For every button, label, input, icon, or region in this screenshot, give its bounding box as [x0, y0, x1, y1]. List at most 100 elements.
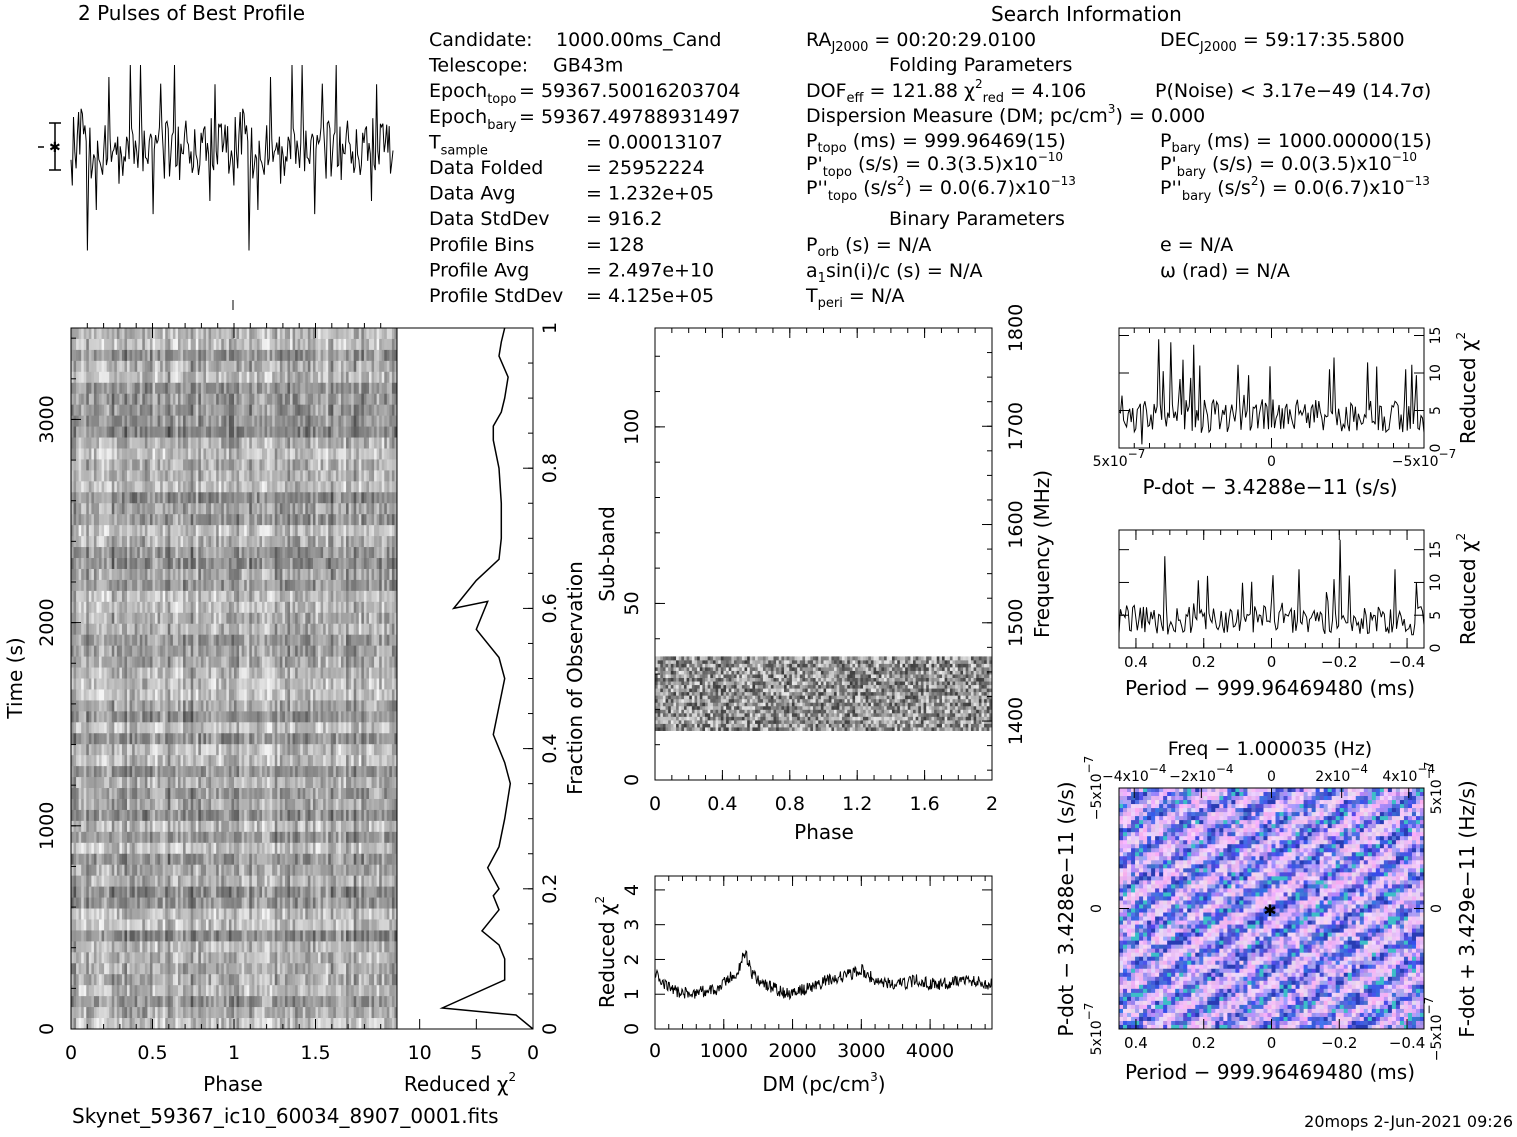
candidate-info-row: Profile Bins: [429, 234, 534, 256]
chi2-time-ytick: 0.6: [539, 593, 561, 623]
pdot-ytick: 10: [1428, 364, 1444, 382]
pp-ytick: −5x10−7: [1082, 756, 1105, 820]
candidate-info-value: = 25952224: [586, 157, 705, 179]
candidate-info-row: Epochtopo: [429, 80, 516, 107]
subband-ytick: 100: [621, 409, 643, 445]
footer-stamp: 20mops 2-Jun-2021 09:26: [1304, 1112, 1513, 1131]
pp-title: Freq − 1.000035 (Hz): [1168, 738, 1372, 760]
subband-ylabel: Sub-band: [595, 506, 619, 602]
candidate-info-row: Epochbary: [429, 106, 517, 133]
time-phase-xtick: 0.5: [137, 1042, 167, 1064]
pp-y2tick: −5x10−7: [1422, 997, 1445, 1061]
dm-xtick: 3000: [837, 1040, 885, 1062]
pp-y2label: F-dot + 3.429e−11 (Hz/s): [1455, 780, 1479, 1037]
candidate-info-row: Data Folded: [429, 157, 543, 179]
pp-xtick: 0.2: [1192, 1034, 1216, 1052]
pp-x2tick: −4x10−4: [1102, 762, 1166, 785]
period-ytick: 0: [1428, 644, 1444, 653]
chi2-time-ytick: 0: [539, 1023, 561, 1035]
pp-x2tick: 0: [1267, 769, 1276, 785]
folding-title: Folding Parameters: [889, 54, 1072, 76]
dm-ytick: 3: [621, 919, 643, 931]
time-phase-ytick: 3000: [36, 395, 58, 443]
pp-xtick: 0: [1267, 1034, 1277, 1052]
pp-y2tick: 5x10−7: [1422, 762, 1445, 815]
candidate-info-row: Profile Avg: [429, 259, 529, 281]
candidate-info: Candidate:1000.00ms_CandTelescope:GB43mE…: [428, 29, 740, 307]
time-phase-ytick: 1000: [36, 802, 58, 850]
dm-ytick: 0: [621, 1023, 643, 1035]
candidate-info-value: = 1.232e+05: [586, 183, 714, 205]
ecc-line: e = N/A: [1160, 234, 1233, 256]
pdot-ytick: 0: [1428, 444, 1444, 453]
subband-xtick: 1.6: [909, 793, 939, 815]
dm-xtick: 1000: [700, 1040, 748, 1062]
pp-xtick: −0.2: [1321, 1034, 1357, 1052]
candidate-info-row: Profile StdDev: [429, 285, 563, 307]
subband-xtick: 0.4: [707, 793, 737, 815]
pp-xlabel: Period − 999.96469480 (ms): [1125, 1060, 1415, 1084]
pp-xtick: 0.4: [1124, 1034, 1148, 1052]
candidate-info-value: = 0.00013107: [586, 131, 723, 153]
frequency-ytick: 1800: [1005, 304, 1027, 352]
frequency-ytick: 1500: [1005, 599, 1027, 647]
chi2-time-xtick: 5: [470, 1042, 482, 1064]
dof-line: DOFeff = 121.88 χ2red = 4.106: [806, 77, 1086, 106]
pnoise-line: P(Noise) < 3.17e−49 (14.7σ): [1155, 80, 1431, 102]
subband-xtick: 1.2: [842, 793, 872, 815]
dm-ytick: 2: [621, 953, 643, 965]
period-xtick: −0.4: [1389, 653, 1425, 671]
profile-errorbar: ✱: [38, 123, 61, 170]
dec-line: DECJ2000 = 59:17:35.5800: [1160, 29, 1405, 55]
chi2-time-ytick: 1: [539, 322, 561, 334]
dm-ytick: 4: [621, 884, 643, 896]
pdot-curve-line: [1119, 339, 1424, 444]
pdot-xtick: 0: [1267, 454, 1276, 470]
subband-xlabel: Phase: [794, 820, 854, 844]
pdot-ytick: 5: [1428, 406, 1444, 415]
time-phase-ytick: 2000: [36, 598, 58, 646]
frequency-ytick: 1600: [1005, 500, 1027, 548]
period-ytick: 10: [1428, 574, 1444, 592]
dm-ytick: 1: [621, 988, 643, 1000]
pdot-xlabel: P-dot − 3.4288e−11 (s/s): [1142, 475, 1397, 499]
pp-ytick: 0: [1089, 904, 1105, 913]
candidate-info-row: Data StdDev: [429, 208, 550, 230]
ra-line: RAJ2000 = 00:20:29.0100: [806, 29, 1036, 55]
omega-line: ω (rad) = N/A: [1160, 260, 1290, 282]
search-info-title: Search Information: [991, 2, 1182, 26]
asini-line: a1sin(i)/c (s) = N/A: [806, 260, 982, 286]
dm-xtick: 0: [649, 1040, 661, 1062]
pdot-ylabel: Reduced χ2: [1454, 332, 1480, 444]
subband-ytick: 0: [621, 774, 643, 786]
period-curve-line: [1119, 540, 1424, 635]
period-xtick: −0.2: [1321, 653, 1357, 671]
pp-x2tick: 2x10−4: [1315, 762, 1368, 785]
dm-curve-line: [655, 951, 992, 999]
frequency-ylabel: Frequency (MHz): [1030, 470, 1054, 638]
period-xlabel: Period − 999.96469480 (ms): [1125, 676, 1415, 700]
chi2-time-xtick: 0: [527, 1042, 539, 1064]
time-phase-ytick: 0: [36, 1023, 58, 1035]
dm-line: Dispersion Measure (DM; pc/cm3) = 0.000: [806, 102, 1205, 127]
porb-line: Porb (s) = N/A: [806, 234, 931, 260]
time-phase-xtick: 0: [65, 1042, 77, 1064]
dm-xtick: 4000: [906, 1040, 954, 1062]
pp-y2tick: 0: [1429, 904, 1445, 913]
subband-xtick: 0.8: [775, 793, 805, 815]
profile-title: 2 Pulses of Best Profile: [78, 1, 305, 25]
pp-x2tick: −2x10−4: [1169, 762, 1233, 785]
subband-ytick: 50: [621, 591, 643, 615]
candidate-info-row: Tsample: [428, 131, 488, 158]
chi2-time-ytick: 0.8: [539, 453, 561, 483]
frequency-ytick: 1400: [1005, 697, 1027, 745]
period-ylabel: Reduced χ2: [1454, 533, 1480, 645]
period-ytick: 5: [1428, 611, 1444, 620]
search-info: Search Information RAJ2000 = 00:20:29.01…: [805, 2, 1432, 311]
svg-text:✱: ✱: [49, 140, 61, 156]
frequency-ytick: 1700: [1005, 402, 1027, 450]
